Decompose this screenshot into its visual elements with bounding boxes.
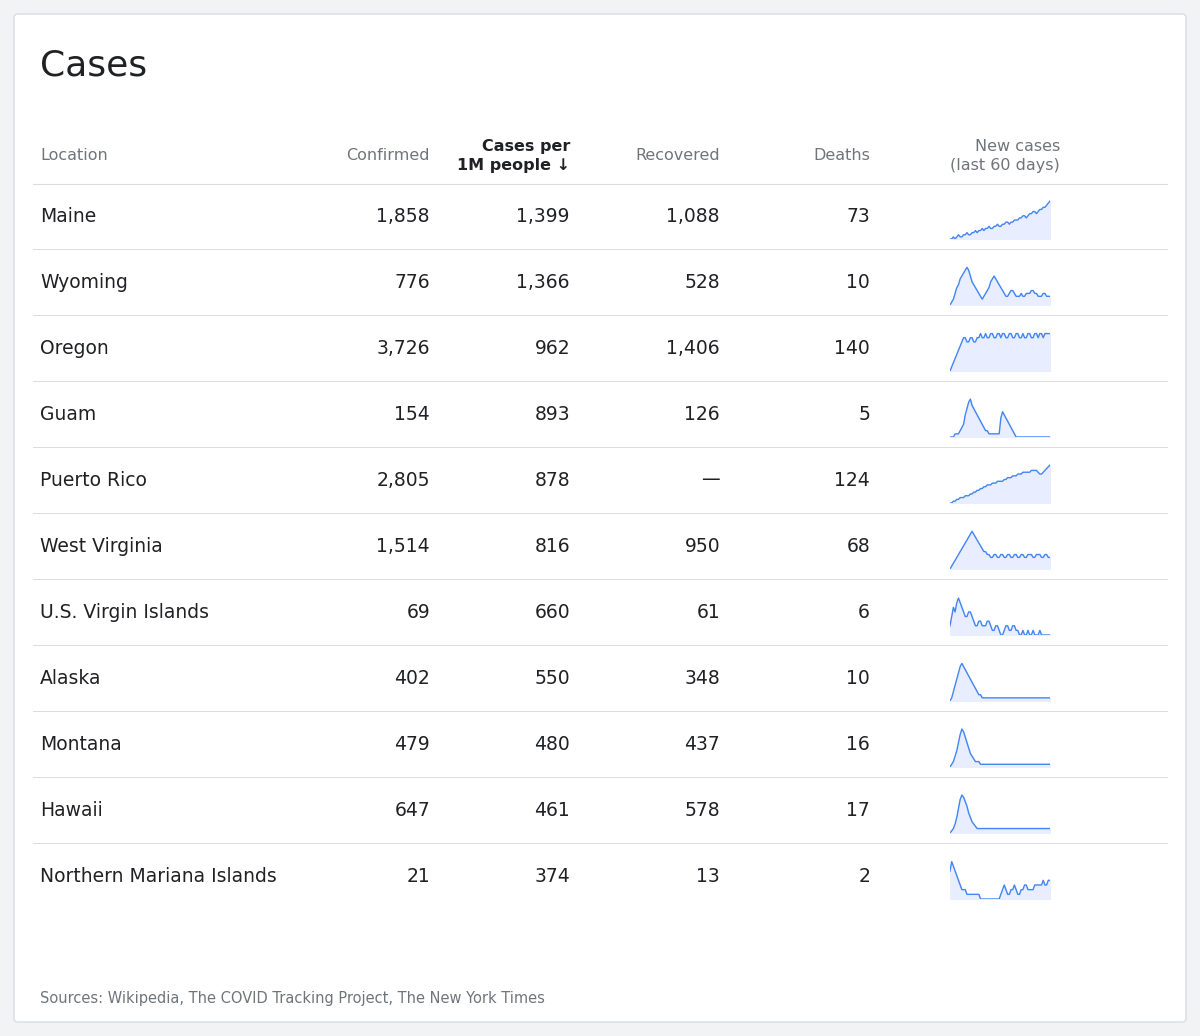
Text: 374: 374 bbox=[534, 866, 570, 886]
Text: 776: 776 bbox=[395, 272, 430, 291]
Text: 479: 479 bbox=[395, 735, 430, 753]
Text: Location: Location bbox=[40, 148, 108, 164]
Text: 893: 893 bbox=[534, 404, 570, 424]
Text: 2: 2 bbox=[858, 866, 870, 886]
Text: 962: 962 bbox=[534, 339, 570, 357]
Text: 647: 647 bbox=[395, 801, 430, 819]
Text: 21: 21 bbox=[407, 866, 430, 886]
Text: 480: 480 bbox=[534, 735, 570, 753]
Text: 878: 878 bbox=[534, 470, 570, 489]
Text: 1,088: 1,088 bbox=[666, 206, 720, 226]
Text: 3,726: 3,726 bbox=[377, 339, 430, 357]
Text: U.S. Virgin Islands: U.S. Virgin Islands bbox=[40, 603, 209, 622]
FancyBboxPatch shape bbox=[14, 15, 1186, 1021]
Text: 1,858: 1,858 bbox=[377, 206, 430, 226]
Text: 461: 461 bbox=[534, 801, 570, 819]
Text: Cases: Cases bbox=[40, 49, 148, 83]
Text: West Virginia: West Virginia bbox=[40, 537, 163, 555]
Text: 402: 402 bbox=[395, 668, 430, 688]
Text: Northern Mariana Islands: Northern Mariana Islands bbox=[40, 866, 277, 886]
Text: 10: 10 bbox=[846, 272, 870, 291]
Text: 2,805: 2,805 bbox=[377, 470, 430, 489]
Text: 1,366: 1,366 bbox=[516, 272, 570, 291]
Text: 348: 348 bbox=[684, 668, 720, 688]
Text: 154: 154 bbox=[395, 404, 430, 424]
Text: 1,406: 1,406 bbox=[666, 339, 720, 357]
Text: Confirmed: Confirmed bbox=[347, 148, 430, 164]
Text: 69: 69 bbox=[407, 603, 430, 622]
Text: 61: 61 bbox=[696, 603, 720, 622]
Text: Alaska: Alaska bbox=[40, 668, 102, 688]
Text: 437: 437 bbox=[684, 735, 720, 753]
Text: 68: 68 bbox=[846, 537, 870, 555]
Text: 17: 17 bbox=[846, 801, 870, 819]
Text: 950: 950 bbox=[684, 537, 720, 555]
Text: 816: 816 bbox=[534, 537, 570, 555]
Text: Maine: Maine bbox=[40, 206, 96, 226]
Text: 528: 528 bbox=[684, 272, 720, 291]
Text: 550: 550 bbox=[534, 668, 570, 688]
Text: Puerto Rico: Puerto Rico bbox=[40, 470, 146, 489]
Text: Recovered: Recovered bbox=[635, 148, 720, 164]
Text: 1,514: 1,514 bbox=[377, 537, 430, 555]
Text: Guam: Guam bbox=[40, 404, 96, 424]
Text: Cases per
1M people ↓: Cases per 1M people ↓ bbox=[457, 139, 570, 173]
Text: Wyoming: Wyoming bbox=[40, 272, 128, 291]
Text: 13: 13 bbox=[696, 866, 720, 886]
Text: Deaths: Deaths bbox=[814, 148, 870, 164]
Text: 126: 126 bbox=[684, 404, 720, 424]
Text: 73: 73 bbox=[846, 206, 870, 226]
Text: Hawaii: Hawaii bbox=[40, 801, 103, 819]
Text: 578: 578 bbox=[684, 801, 720, 819]
Text: New cases
(last 60 days): New cases (last 60 days) bbox=[950, 139, 1060, 173]
Text: 1,399: 1,399 bbox=[516, 206, 570, 226]
Text: 16: 16 bbox=[846, 735, 870, 753]
Text: 124: 124 bbox=[834, 470, 870, 489]
Text: Sources: Wikipedia, The COVID Tracking Project, The New York Times: Sources: Wikipedia, The COVID Tracking P… bbox=[40, 990, 545, 1006]
Text: 140: 140 bbox=[834, 339, 870, 357]
Text: 660: 660 bbox=[534, 603, 570, 622]
Text: 10: 10 bbox=[846, 668, 870, 688]
Text: 6: 6 bbox=[858, 603, 870, 622]
Text: Montana: Montana bbox=[40, 735, 121, 753]
Text: 5: 5 bbox=[858, 404, 870, 424]
Text: Oregon: Oregon bbox=[40, 339, 109, 357]
Text: —: — bbox=[701, 470, 720, 489]
